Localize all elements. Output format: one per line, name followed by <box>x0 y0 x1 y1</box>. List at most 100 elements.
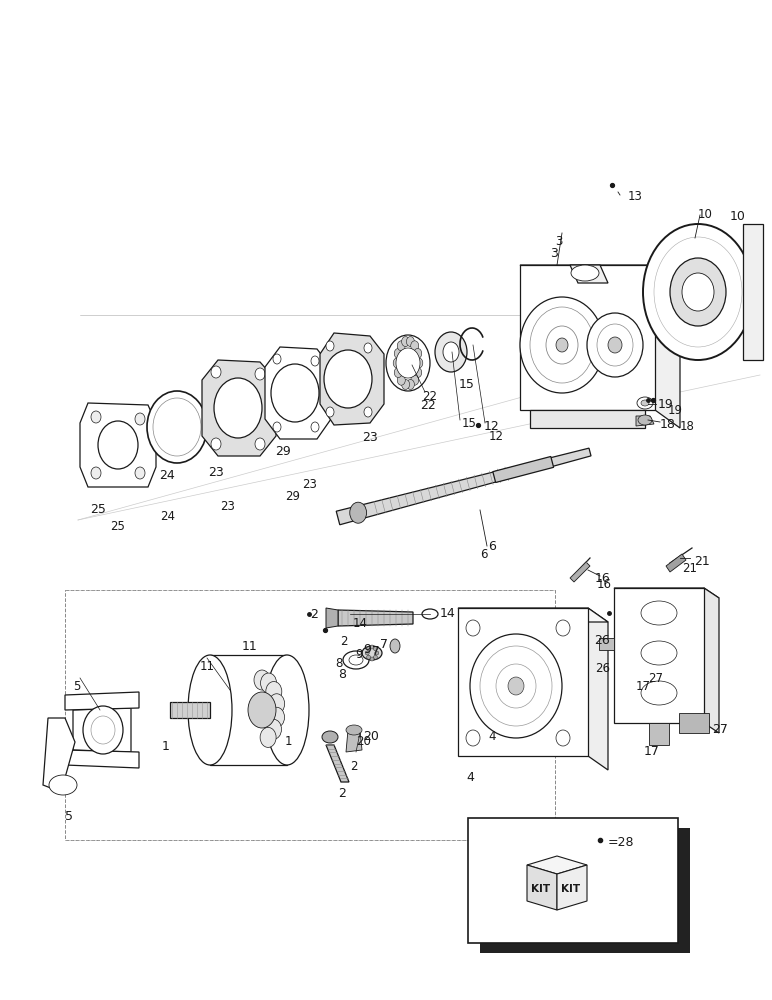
Polygon shape <box>520 265 655 410</box>
Ellipse shape <box>261 673 276 693</box>
Ellipse shape <box>411 341 418 351</box>
Ellipse shape <box>370 657 374 661</box>
Text: 22: 22 <box>420 399 435 412</box>
Text: 23: 23 <box>220 500 235 513</box>
Ellipse shape <box>326 407 334 417</box>
Ellipse shape <box>682 273 714 311</box>
Ellipse shape <box>266 682 282 702</box>
Ellipse shape <box>480 646 552 726</box>
Ellipse shape <box>255 368 265 380</box>
Text: 5: 5 <box>65 810 73 823</box>
Ellipse shape <box>520 297 604 393</box>
Ellipse shape <box>98 421 138 469</box>
Ellipse shape <box>374 651 379 655</box>
Ellipse shape <box>265 655 309 765</box>
Text: 9: 9 <box>355 648 363 661</box>
Text: 17: 17 <box>636 680 651 693</box>
Text: 8: 8 <box>335 657 342 670</box>
Polygon shape <box>43 718 75 792</box>
Text: 14: 14 <box>440 607 455 620</box>
Ellipse shape <box>390 639 400 653</box>
Text: 1: 1 <box>285 735 293 748</box>
Text: 9: 9 <box>363 643 371 656</box>
Polygon shape <box>527 865 557 910</box>
Ellipse shape <box>394 348 402 358</box>
Text: 11: 11 <box>200 660 215 673</box>
Text: 7: 7 <box>372 645 380 658</box>
Polygon shape <box>458 608 608 622</box>
Text: 11: 11 <box>242 640 258 653</box>
Text: 29: 29 <box>285 490 300 503</box>
Text: 16: 16 <box>597 578 612 591</box>
Text: 29: 29 <box>275 445 291 458</box>
Polygon shape <box>743 224 763 360</box>
Ellipse shape <box>311 356 319 366</box>
Text: 24: 24 <box>159 469 174 482</box>
Ellipse shape <box>322 731 338 743</box>
Ellipse shape <box>643 224 753 360</box>
Ellipse shape <box>91 467 101 479</box>
Ellipse shape <box>211 438 221 450</box>
Text: 17: 17 <box>644 745 660 758</box>
Polygon shape <box>527 856 587 874</box>
Ellipse shape <box>406 379 415 389</box>
Ellipse shape <box>414 348 422 358</box>
Bar <box>65 590 555 840</box>
Polygon shape <box>666 554 686 572</box>
Text: 4: 4 <box>488 730 496 743</box>
Ellipse shape <box>638 415 652 425</box>
Text: 23: 23 <box>208 466 224 479</box>
Ellipse shape <box>508 677 524 695</box>
Text: 10: 10 <box>698 208 713 221</box>
Ellipse shape <box>393 358 401 368</box>
Polygon shape <box>570 265 608 283</box>
Text: KIT: KIT <box>531 884 550 894</box>
Polygon shape <box>326 608 338 628</box>
Ellipse shape <box>135 413 145 425</box>
Text: 23: 23 <box>302 478 317 491</box>
Ellipse shape <box>273 354 281 364</box>
Polygon shape <box>636 416 654 426</box>
Polygon shape <box>65 692 139 710</box>
Ellipse shape <box>255 438 265 450</box>
Text: 20: 20 <box>356 735 371 748</box>
Polygon shape <box>679 713 709 733</box>
Text: 18: 18 <box>660 418 676 431</box>
Text: 7: 7 <box>380 638 388 651</box>
Ellipse shape <box>637 397 653 409</box>
Polygon shape <box>346 730 362 752</box>
Polygon shape <box>338 610 413 626</box>
Text: 25: 25 <box>110 520 125 533</box>
Ellipse shape <box>346 725 362 735</box>
Ellipse shape <box>374 647 378 651</box>
Text: 20: 20 <box>363 730 379 743</box>
Text: 5: 5 <box>73 680 80 693</box>
Text: 4: 4 <box>466 771 474 784</box>
Polygon shape <box>493 456 554 482</box>
Polygon shape <box>170 702 210 718</box>
Ellipse shape <box>406 337 415 347</box>
Text: 2: 2 <box>338 787 346 800</box>
Polygon shape <box>202 360 276 456</box>
Text: 6: 6 <box>488 540 496 553</box>
Text: 22: 22 <box>422 390 437 403</box>
Polygon shape <box>73 708 131 752</box>
Polygon shape <box>210 655 287 765</box>
Ellipse shape <box>401 379 410 389</box>
Ellipse shape <box>414 368 422 378</box>
Ellipse shape <box>324 350 372 408</box>
Ellipse shape <box>641 641 677 665</box>
Text: 19: 19 <box>658 398 674 411</box>
Ellipse shape <box>364 407 372 417</box>
Polygon shape <box>320 333 384 425</box>
Text: KIT: KIT <box>561 884 580 894</box>
Ellipse shape <box>466 730 480 746</box>
Ellipse shape <box>365 651 369 655</box>
Text: 2: 2 <box>340 635 347 648</box>
Ellipse shape <box>654 237 742 347</box>
Polygon shape <box>530 410 645 428</box>
Ellipse shape <box>362 646 382 660</box>
Text: 18: 18 <box>680 420 695 433</box>
Text: 21: 21 <box>682 562 697 575</box>
Text: 10: 10 <box>730 210 746 223</box>
